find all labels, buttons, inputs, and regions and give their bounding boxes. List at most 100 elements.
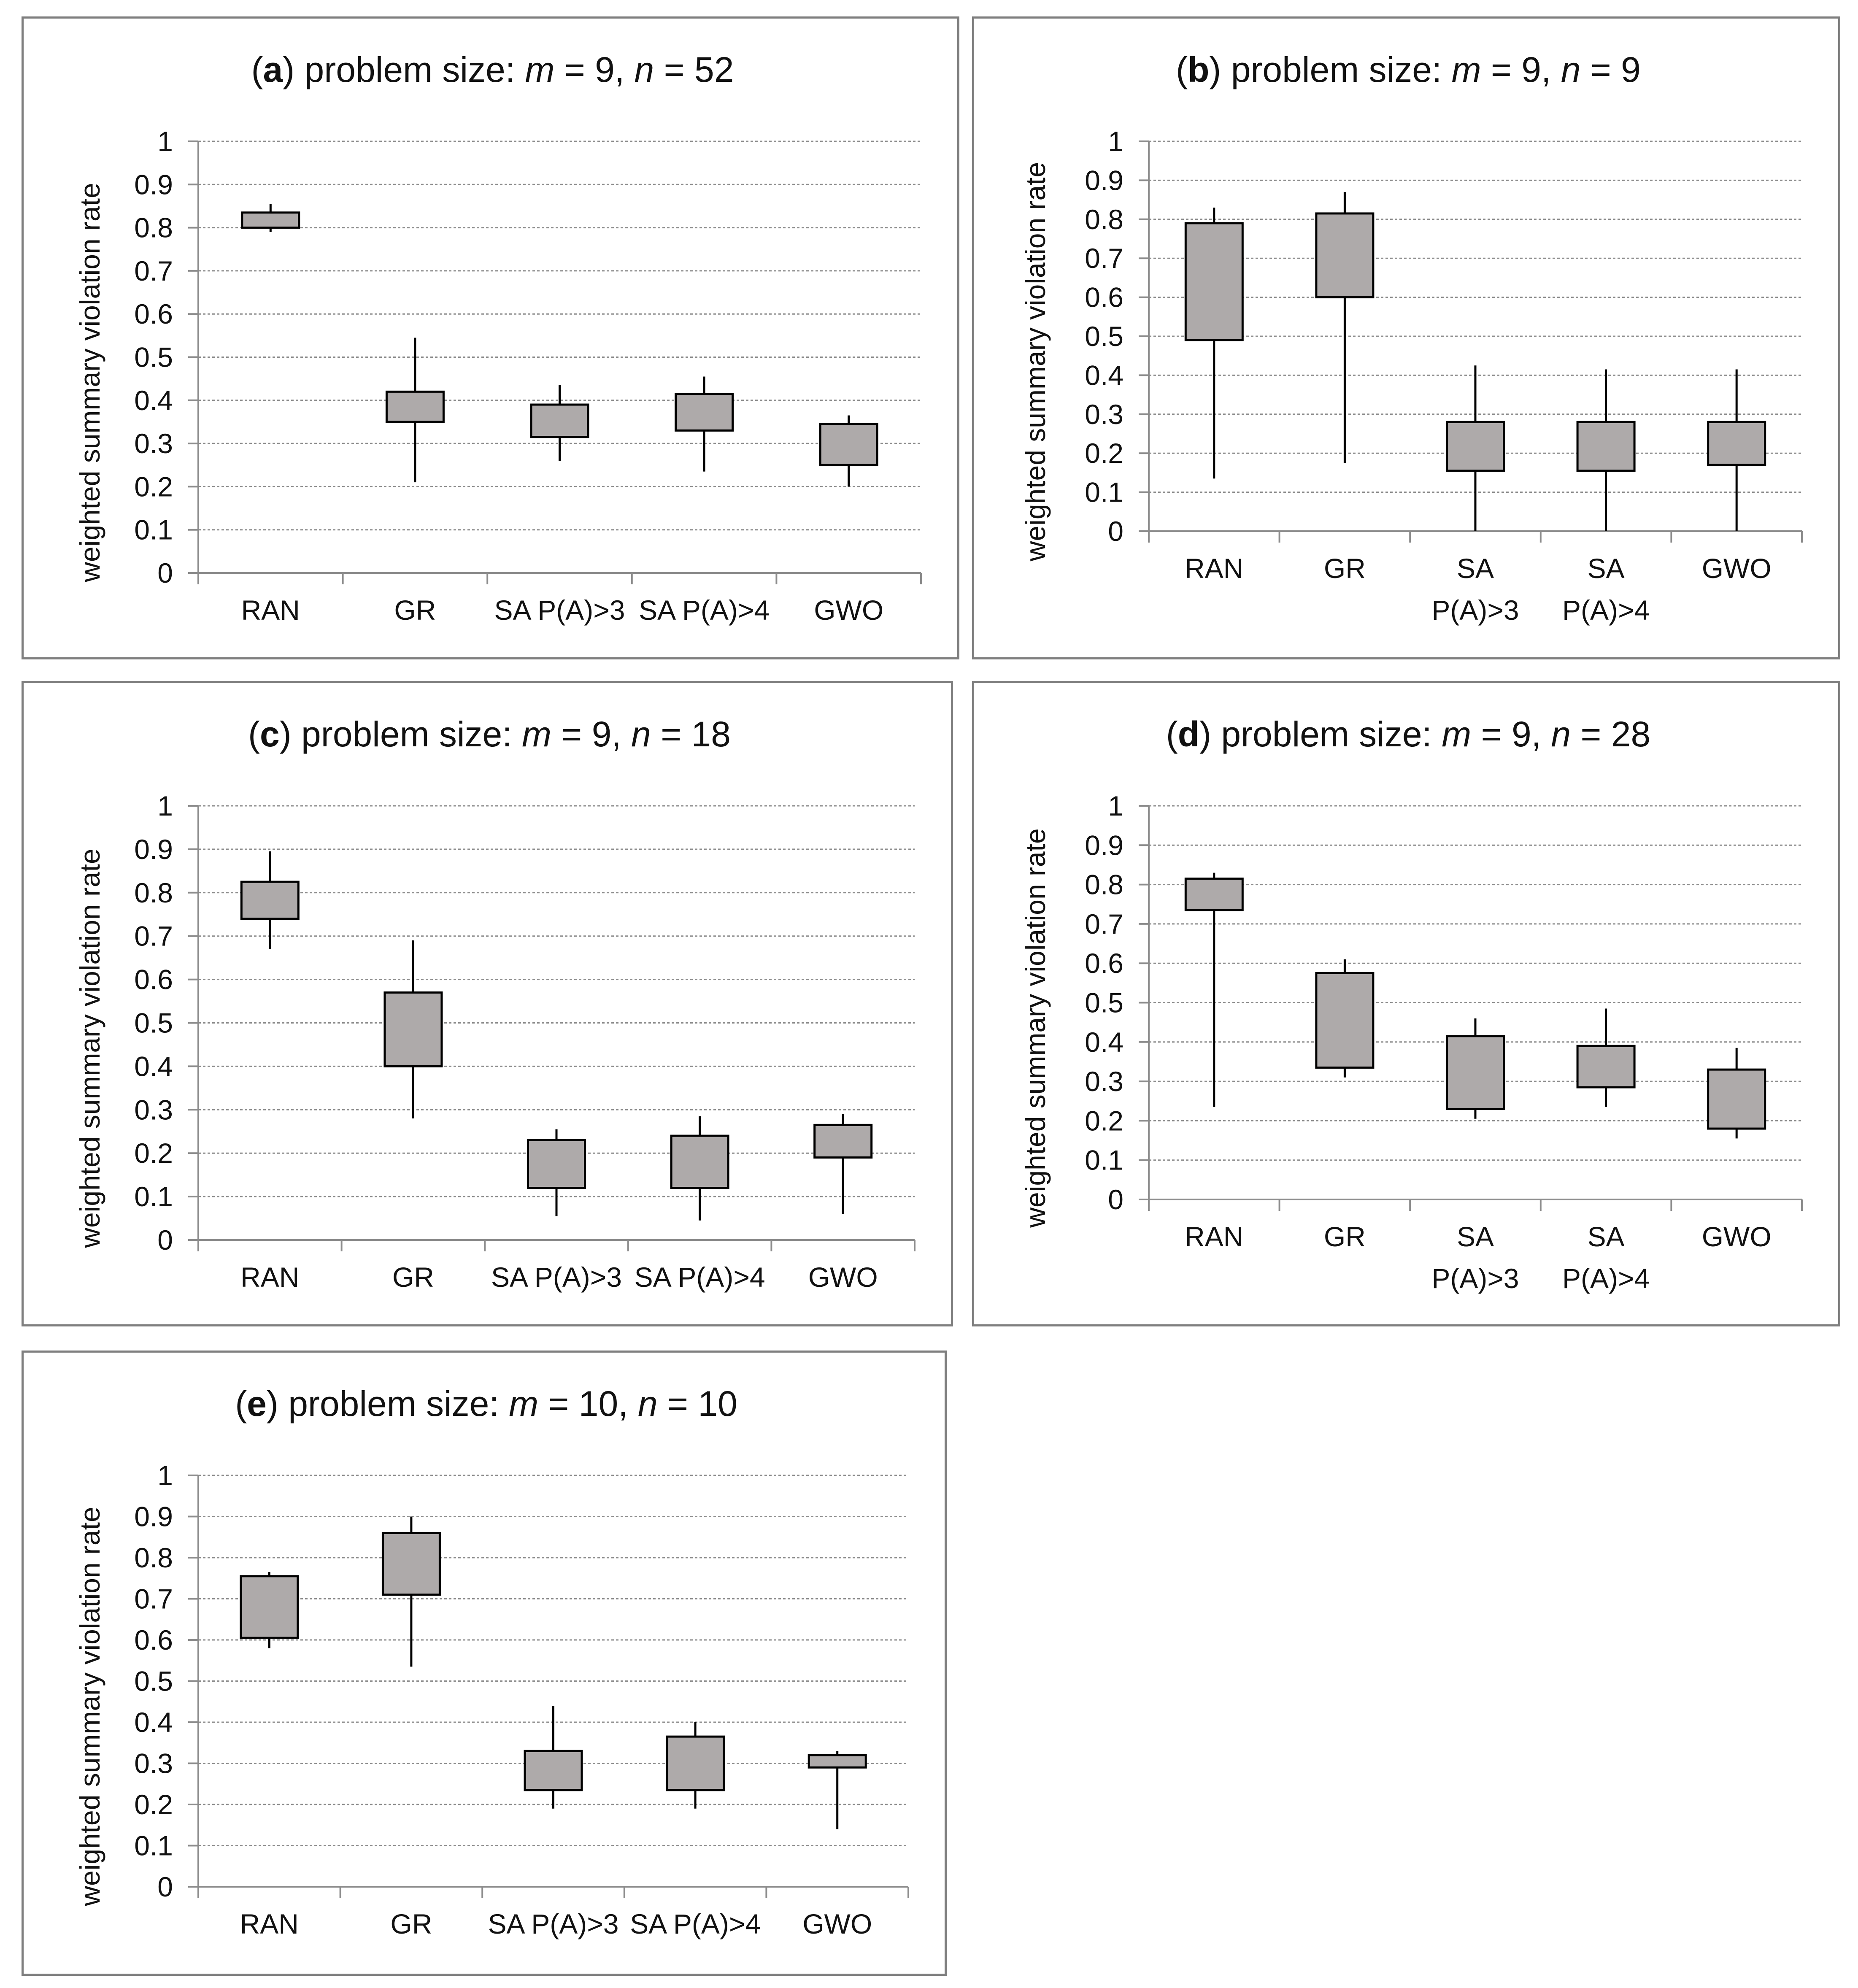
box-ran: [240, 881, 300, 920]
category-label: GWO: [802, 1908, 872, 1939]
box-sa-p-a-3: [1446, 421, 1505, 472]
category-label: P(A)>4: [1562, 594, 1650, 626]
y-tick-label: 0.8: [134, 1542, 173, 1573]
y-tick-label: 1: [157, 1460, 173, 1491]
y-tick-label: 0.5: [1085, 321, 1123, 352]
box-gwo: [819, 423, 878, 466]
category-label: GWO: [1702, 553, 1772, 584]
y-tick-label: 0.3: [134, 1748, 173, 1779]
chart-svg-a: (a) problem size: m = 9, n = 52 0 0.1 0.2 0.…: [74, 50, 922, 626]
chart-panel-a: (a) problem size: m = 9, n = 52 0 0.1 0.2 0.…: [22, 16, 959, 659]
y-tick-label: 0.7: [1085, 243, 1123, 274]
y-tick-label: 0: [157, 1224, 173, 1256]
box-sa-p-a-3: [1446, 1035, 1505, 1110]
chart-title: (b) problem size: m = 9, n = 9: [1176, 50, 1641, 89]
y-tick-label: 0.1: [134, 1181, 173, 1212]
chart-svg-e: (e) problem size: m = 10, n = 10 0 0.1 0.2 0…: [74, 1384, 909, 1939]
y-tick-label: 0.5: [1085, 987, 1123, 1018]
category-label: RAN: [240, 1908, 299, 1939]
y-tick-label: 0: [1108, 516, 1123, 547]
y-tick-label: 0.6: [134, 298, 173, 330]
y-tick-label: 0.7: [134, 255, 173, 286]
category-label: P(A)>3: [1431, 594, 1519, 626]
y-tick-label: 0.2: [134, 471, 173, 502]
chart-panel-e: (e) problem size: m = 10, n = 10 0 0.1 0.2 0…: [22, 1351, 947, 1976]
chart-title: (c) problem size: m = 9, n = 18: [248, 714, 731, 754]
box-sa-p-a-4: [670, 1134, 729, 1189]
y-tick-label: 0.4: [1085, 1026, 1123, 1058]
chart-svg-d: (d) problem size: m = 9, n = 28 0 0.1 0.2 0.…: [1020, 714, 1803, 1294]
y-tick-label: 0.9: [1085, 829, 1123, 861]
y-tick-label: 0.1: [1085, 477, 1123, 508]
box-sa-p-a-4: [1576, 421, 1636, 472]
category-label: SA P(A)>4: [635, 1261, 765, 1293]
category-label: SA P(A)>4: [639, 594, 770, 626]
y-tick-label: 0.5: [134, 1666, 173, 1697]
y-tick-label: 0.9: [1085, 165, 1123, 196]
y-axis-label: weighted summary violation rate: [74, 1507, 105, 1906]
category-label: SA: [1457, 1221, 1494, 1252]
y-tick-label: 0.9: [134, 169, 173, 200]
box-sa-p-a-4: [1576, 1045, 1636, 1089]
y-tick-label: 0.6: [134, 1624, 173, 1656]
y-tick-label: 0.4: [1085, 359, 1123, 391]
y-tick-label: 0.7: [1085, 908, 1123, 940]
y-tick-label: 0: [157, 557, 173, 589]
y-tick-label: 0.8: [134, 877, 173, 908]
y-axis-label: weighted summary violation rate: [1020, 162, 1051, 562]
chart-panel-d: (d) problem size: m = 9, n = 28 0 0.1 0.2 0.…: [972, 681, 1840, 1326]
y-tick-label: 0.3: [134, 428, 173, 459]
category-label: SA P(A)>3: [494, 594, 625, 626]
chart-svg-c: (c) problem size: m = 9, n = 18 0 0.1 0.2 0.…: [74, 714, 915, 1293]
y-axis-label: weighted summary violation rate: [1020, 828, 1051, 1228]
y-tick-label: 0.6: [1085, 948, 1123, 979]
chart-title: (d) problem size: m = 9, n = 28: [1166, 714, 1650, 754]
box-ran: [241, 211, 300, 229]
y-tick-label: 1: [157, 126, 173, 157]
category-label: GR: [1324, 553, 1366, 584]
y-tick-label: 1: [1108, 126, 1123, 157]
y-tick-label: 0.2: [134, 1789, 173, 1820]
category-label: GR: [1324, 1221, 1366, 1252]
y-tick-label: 0.2: [1085, 438, 1123, 469]
category-label: GR: [392, 1261, 434, 1293]
box-sa-p-a-3: [524, 1750, 583, 1791]
y-tick-label: 0.9: [134, 834, 173, 865]
y-tick-label: 0.4: [134, 1051, 173, 1082]
box-gwo: [807, 1754, 867, 1769]
category-label: GR: [394, 594, 436, 626]
box-sa-p-a-4: [675, 392, 734, 432]
box-sa-p-a-4: [666, 1735, 725, 1791]
y-tick-label: 0.8: [1085, 204, 1123, 235]
y-tick-label: 0.3: [1085, 399, 1123, 430]
y-tick-label: 0.5: [134, 1008, 173, 1039]
box-gr: [383, 991, 443, 1067]
chart-panel-c: (c) problem size: m = 9, n = 18 0 0.1 0.2 0.…: [22, 681, 953, 1326]
box-gr: [381, 1532, 441, 1596]
category-label: SA: [1588, 1221, 1625, 1252]
y-tick-label: 0: [157, 1871, 173, 1902]
category-label: GWO: [1702, 1221, 1772, 1252]
chart-title: (a) problem size: m = 9, n = 52: [251, 50, 734, 89]
y-tick-label: 0.7: [134, 921, 173, 952]
y-axis-label: weighted summary violation rate: [74, 183, 105, 582]
chart-panel-b: (b) problem size: m = 9, n = 9 0 0.1 0.2 0.3…: [972, 16, 1840, 659]
y-tick-label: 0: [1108, 1184, 1123, 1215]
category-label: P(A)>4: [1562, 1263, 1650, 1294]
y-axis-label: weighted summary violation rate: [74, 848, 105, 1248]
y-tick-label: 0.4: [134, 1707, 173, 1738]
category-label: GWO: [808, 1261, 878, 1293]
category-label: RAN: [1185, 553, 1243, 584]
chart-svg-b: (b) problem size: m = 9, n = 9 0 0.1 0.2 0.3…: [1020, 50, 1803, 626]
box-gr: [1315, 972, 1375, 1069]
y-tick-label: 1: [157, 790, 173, 821]
category-label: GWO: [814, 594, 883, 626]
y-tick-label: 0.2: [1085, 1105, 1123, 1136]
y-tick-label: 0.2: [134, 1137, 173, 1169]
box-gr: [1315, 212, 1375, 299]
y-tick-label: 1: [1108, 790, 1123, 821]
y-tick-label: 0.7: [134, 1583, 173, 1615]
y-tick-label: 0.4: [134, 385, 173, 416]
box-sa-p-a-3: [527, 1139, 586, 1189]
category-label: RAN: [1185, 1221, 1243, 1252]
